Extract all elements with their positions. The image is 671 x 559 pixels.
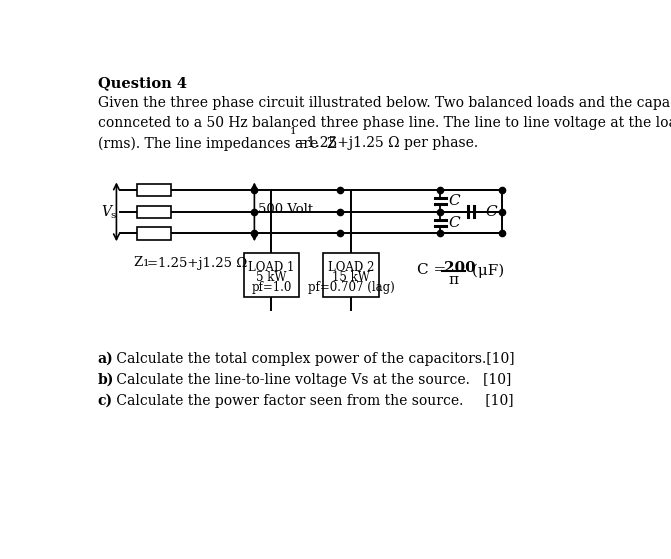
Text: =1.25+j1.25 Ω per phase.: =1.25+j1.25 Ω per phase. [295, 136, 478, 150]
Text: C: C [448, 194, 460, 208]
Text: 1: 1 [143, 259, 150, 268]
Text: Calculate the total complex power of the capacitors.[10]: Calculate the total complex power of the… [112, 352, 515, 366]
Text: pf=0.707 (lag): pf=0.707 (lag) [308, 281, 395, 294]
Text: (rms). The line impedances are  Z: (rms). The line impedances are Z [98, 136, 336, 151]
Text: b): b) [98, 373, 114, 387]
Text: pf=1.0: pf=1.0 [251, 281, 292, 294]
Text: (μF): (μF) [468, 263, 505, 278]
Text: Question 4: Question 4 [98, 77, 187, 91]
Text: Z: Z [134, 257, 143, 269]
Text: 5 kW: 5 kW [256, 271, 287, 284]
Bar [137, 184, 170, 196]
Text: LOAD 2: LOAD 2 [328, 261, 374, 274]
Text: LOAD 1: LOAD 1 [248, 261, 295, 274]
Bar [323, 253, 379, 296]
Text: 500 Volt: 500 Volt [258, 203, 313, 216]
Text: =1.25+j1.25 Ω: =1.25+j1.25 Ω [148, 257, 248, 269]
Text: s: s [110, 211, 115, 220]
Text: c): c) [98, 394, 113, 408]
Text: Given the three phase circuit illustrated below. Two balanced loads and the capa: Given the three phase circuit illustrate… [98, 96, 671, 110]
Text: C: C [448, 216, 460, 230]
Bar [244, 253, 299, 296]
Text: Calculate the power factor seen from the source.     [10]: Calculate the power factor seen from the… [112, 394, 513, 408]
Text: Calculate the line-to-line voltage Vs at the source.   [10]: Calculate the line-to-line voltage Vs at… [112, 373, 511, 387]
Text: connceted to a 50 Hz balanced three phase line. The line to line voltage at the : connceted to a 50 Hz balanced three phas… [98, 116, 671, 130]
Text: 1: 1 [290, 127, 297, 136]
Text: 15 kW: 15 kW [332, 271, 370, 284]
Bar [137, 206, 170, 218]
Text: 200: 200 [444, 261, 476, 275]
Text: a): a) [98, 352, 113, 366]
Text: C: C [485, 205, 497, 219]
Text: C =: C = [417, 263, 452, 277]
Text: π: π [448, 273, 458, 287]
Text: V: V [102, 205, 112, 219]
Bar [137, 228, 170, 240]
